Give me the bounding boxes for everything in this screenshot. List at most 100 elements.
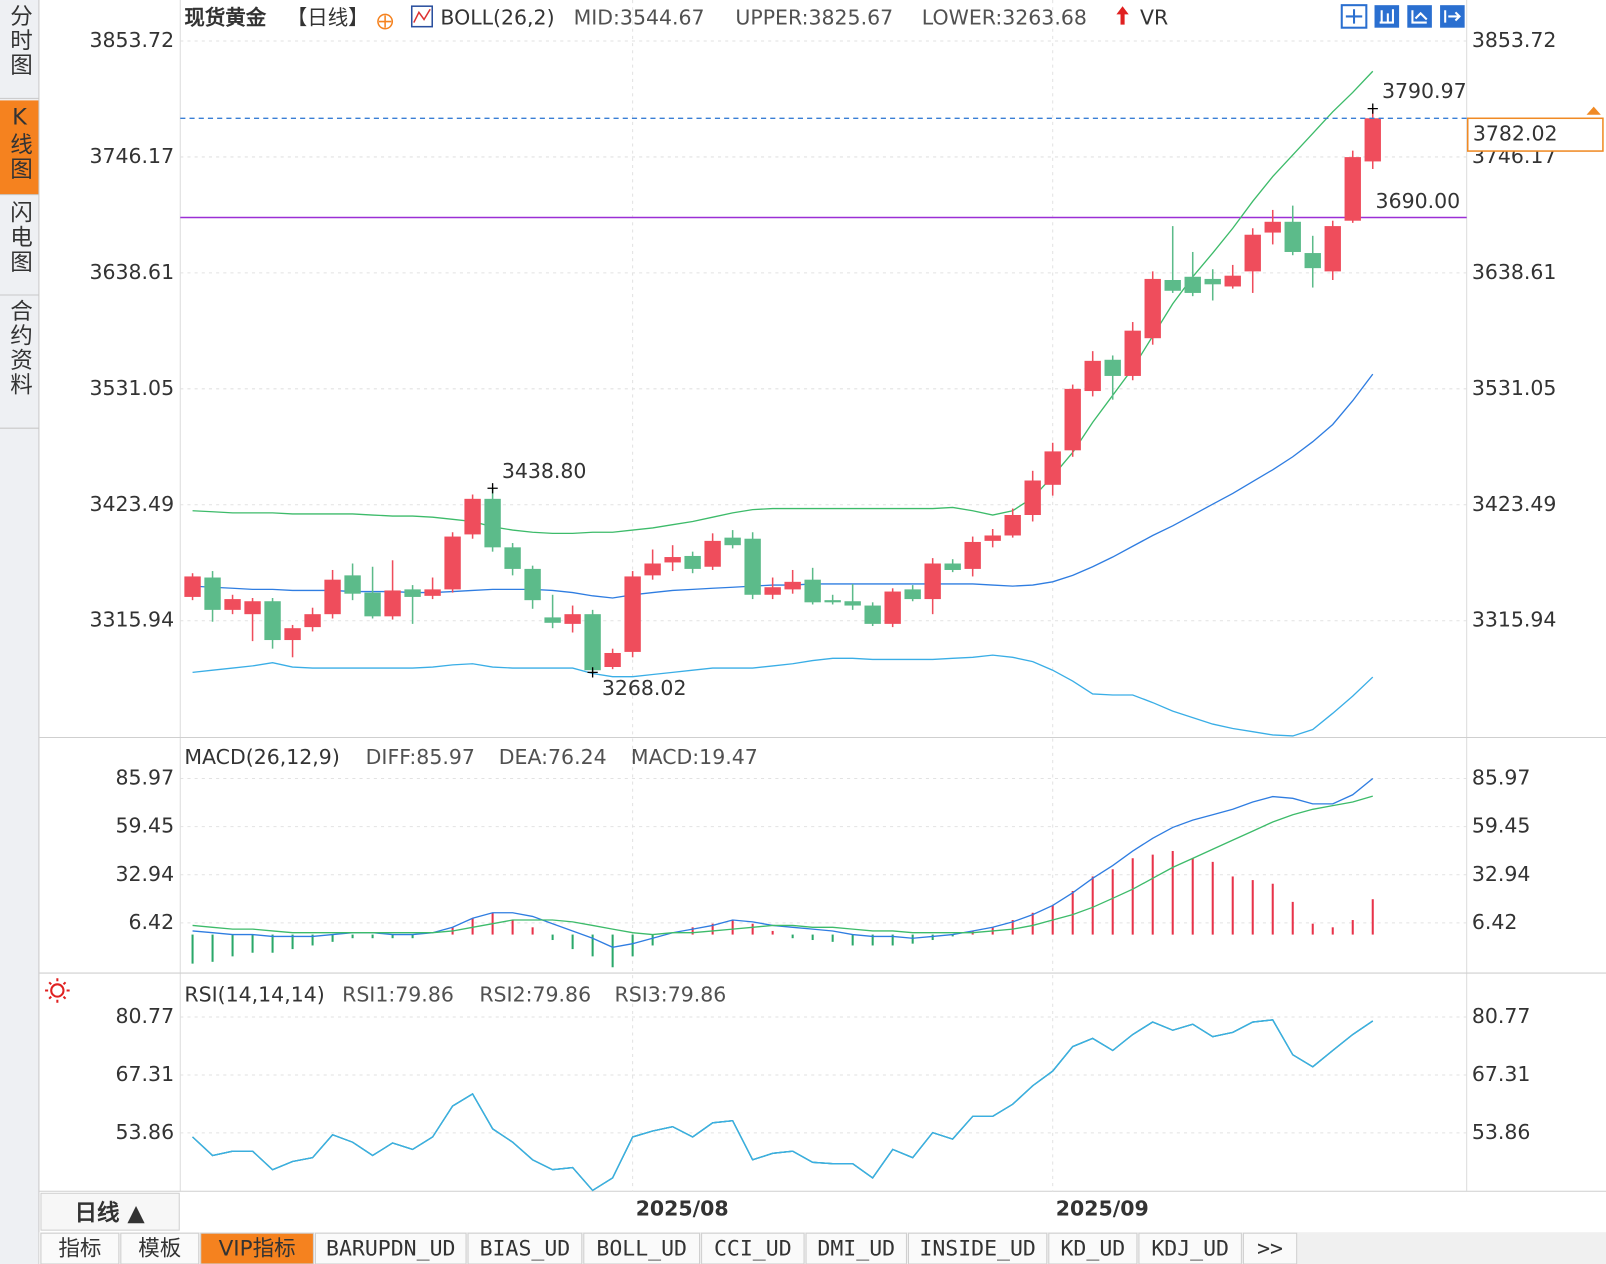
period-button[interactable]: 日线 ▲ [74,1199,145,1226]
candle-body [1344,157,1361,221]
sidebar-tab[interactable]: 合约资料 [6,299,32,398]
tab-label[interactable]: BOLL_UD [596,1237,687,1262]
legend-entry: DEA:76.24 [499,745,607,769]
tab-label[interactable]: DMI_UD [817,1237,895,1262]
candle-body [1284,221,1301,252]
candle-body [804,579,821,603]
y-tick-label-right: 59.45 [1472,814,1531,838]
tab-label[interactable]: 模板 [138,1237,181,1262]
legend-entry: DIFF:85.97 [366,745,475,769]
sun-icon-rays [45,978,70,1003]
sidebar-tab[interactable]: K线图 [6,105,32,182]
candle-body [1144,278,1161,339]
candle-body [684,555,701,569]
y-tick-label: 6.42 [129,910,175,934]
boll-line [192,70,1374,535]
x-tick-label: 2025/09 [1056,1197,1149,1221]
tab-label[interactable]: BIAS_UD [480,1237,571,1262]
candle-body [924,563,941,600]
extreme-marker [487,483,498,494]
candle-body [544,617,561,623]
period-button-bg[interactable] [40,1192,180,1231]
tab-label[interactable]: VIP指标 [219,1237,296,1262]
add-icon[interactable] [377,13,394,30]
tab-label[interactable]: BARUPDN_UD [326,1237,455,1262]
candle-body [664,557,681,563]
tab-bg[interactable] [1138,1232,1242,1264]
tab-bg[interactable] [805,1232,907,1264]
candle-body [864,605,881,624]
tab-label[interactable]: 指标 [58,1237,101,1262]
tab-bg[interactable] [583,1232,701,1264]
header-icons [45,5,1601,1003]
icon-glyph [1379,9,1394,24]
tab-label[interactable]: CCI_UD [714,1237,792,1262]
icon[interactable] [1407,5,1432,28]
y-tick-label: 3638.61 [89,260,174,284]
icon-glyph [1345,9,1363,24]
candle-body [904,589,921,600]
candle-body [364,592,381,617]
sun-icon[interactable] [50,983,65,998]
tab-label[interactable]: >> [1257,1237,1283,1262]
candle-body [344,575,361,594]
candle-body [884,591,901,624]
candle-body [484,498,501,548]
candle-body [764,587,781,595]
candle-body [844,601,861,606]
extreme-marker [587,667,598,678]
candle-body [324,579,341,615]
candle-body [1104,359,1121,376]
sidebar-tab[interactable]: 闪电图 [6,201,32,275]
candle-body [944,563,961,570]
candle-body [1184,276,1201,293]
candle-body [1004,515,1021,536]
tab-bg[interactable] [314,1232,467,1264]
tab-bg[interactable] [40,1232,120,1264]
tab-bg[interactable] [1242,1232,1298,1264]
candle-body [984,535,1001,541]
candle-body [1264,221,1281,233]
sidebar-tab[interactable]: 分时图 [6,4,32,78]
tab-bg[interactable] [1048,1232,1138,1264]
indicator-line [192,777,1374,948]
y-tick-label: 3746.17 [89,144,174,168]
candle-body [1064,388,1081,451]
tab-bg[interactable] [701,1232,805,1264]
tab-label[interactable]: INSIDE_UD [919,1237,1036,1262]
pane-title: RSI(14,14,14) [184,983,324,1007]
add-icon-glyph [378,15,392,28]
candle-body [1304,253,1321,269]
extreme-label: 3268.02 [602,676,687,700]
legend-entry: UPPER:3825.67 [735,5,893,29]
y-tick-label-right: 32.94 [1472,862,1531,886]
tab-label[interactable]: KDJ_UD [1151,1237,1229,1262]
candle-body [424,589,441,596]
candle-body [464,498,481,535]
y-tick-label-right: 85.97 [1472,765,1531,789]
y-tick-label: 3315.94 [89,608,174,632]
arrow-icon[interactable] [1116,6,1129,25]
y-tick-label: 53.86 [116,1120,175,1144]
indicator-line [192,1019,1374,1192]
extreme-marker [1367,103,1378,114]
candle-body [224,599,241,610]
pane-title: MACD(26,12,9) [184,745,339,769]
toolbar-icons [1340,4,1465,29]
tab-label[interactable]: KD_UD [1060,1237,1125,1262]
candle-body [964,541,981,569]
tab-bg[interactable] [120,1232,200,1264]
tab-bg[interactable] [467,1232,583,1264]
candle-body [384,590,401,617]
y-tick-label-right: 67.31 [1472,1062,1531,1086]
y-tick-label: 59.45 [116,814,175,838]
tab-bg[interactable] [907,1232,1048,1264]
x-tick-label: 2025/08 [636,1197,729,1221]
candle-body [1324,226,1341,272]
candle-body [284,628,301,641]
legend-entry: RSI3:79.86 [615,983,727,1007]
indicator-extra: VR [1140,5,1168,29]
candle-body [264,601,281,641]
tab-bg[interactable] [200,1232,314,1264]
candle-body [204,577,221,610]
